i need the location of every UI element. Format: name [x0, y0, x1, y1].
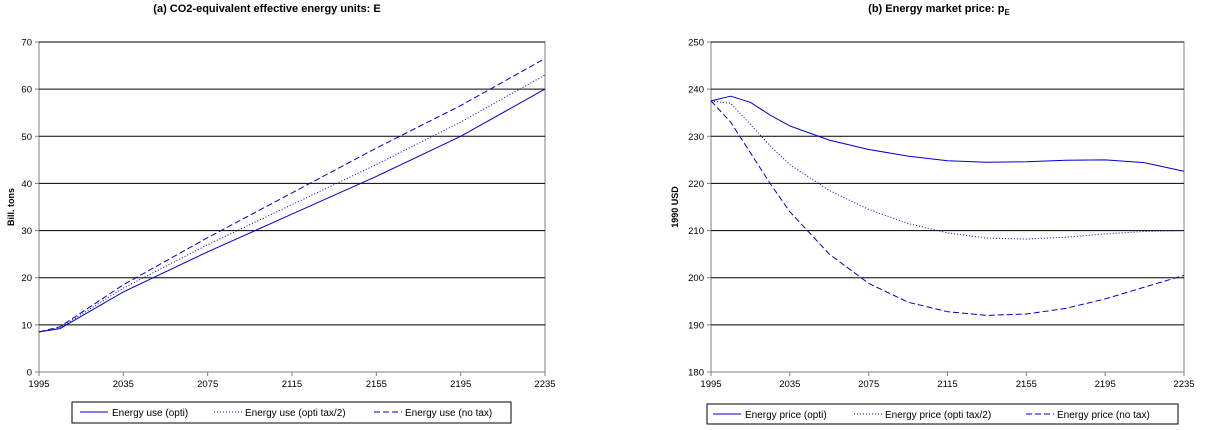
chart-a-legend-box [71, 401, 512, 424]
x-tick-label: 2035 [113, 379, 134, 390]
chart-b-title-subscript: E [1004, 8, 1010, 17]
x-tick-label: 2195 [450, 379, 471, 390]
x-tick-label: 2235 [534, 379, 555, 390]
y-tick-label: 60 [21, 85, 32, 96]
y-tick-label: 210 [688, 226, 704, 237]
y-tick-label: 20 [21, 273, 32, 284]
chart-b-gridlines [711, 41, 1184, 326]
series-line-3 [38, 58, 546, 333]
y-tick-label: 240 [688, 85, 704, 96]
chart-a-plot-area [38, 41, 546, 373]
y-tick-label: 70 [21, 38, 32, 49]
legend-label-energy-price-opti: Energy price (opti) [745, 410, 827, 421]
x-tick-label: 2235 [1173, 379, 1194, 390]
y-tick-label: 180 [688, 368, 704, 379]
chart-b-x-ticks: 1995 2035 2075 2115 2155 2195 2235 [700, 372, 1195, 390]
x-tick-label: 2035 [779, 379, 800, 390]
series-line-2 [38, 74, 546, 333]
chart-a-title: (a) CO2-equivalent effective energy unit… [153, 3, 380, 15]
series-line-3 [710, 100, 1185, 316]
chart-b-legend: Energy price (opti) Energy price (opti t… [706, 403, 1179, 425]
legend-label-energy-price-opti-tax2: Energy price (opti tax/2) [885, 410, 991, 421]
chart-b-title-main: (b) Energy market price: p [868, 3, 1005, 15]
chart-a: (a) CO2-equivalent effective energy unit… [6, 3, 556, 424]
y-tick-label: 200 [688, 273, 704, 284]
x-tick-label: 2075 [197, 379, 218, 390]
x-tick-label: 1995 [700, 379, 721, 390]
chart-a-legend: Energy use (opti) Energy use (opti tax/2… [71, 401, 512, 424]
y-tick-label: 50 [21, 132, 32, 143]
y-tick-label: 40 [21, 179, 32, 190]
y-tick-label: 190 [688, 320, 704, 331]
y-tick-label: 250 [688, 38, 704, 49]
y-tick-label: 230 [688, 132, 704, 143]
chart-a-y-axis-label: Bill. tons [6, 188, 16, 226]
x-tick-label: 2155 [366, 379, 387, 390]
legend-label-energy-use-opti-tax2: Energy use (opti tax/2) [245, 408, 346, 419]
chart-b: (b) Energy market price: pE 180 190 200 210… [670, 3, 1195, 425]
x-tick-label: 2115 [282, 379, 302, 390]
legend-label-energy-use-no-tax: Energy use (no tax) [405, 408, 492, 419]
chart-a-gridlines [39, 41, 545, 326]
chart-b-legend-box [706, 403, 1179, 425]
x-tick-label: 2075 [858, 379, 879, 390]
x-tick-label: 2155 [1016, 379, 1037, 390]
chart-a-series [38, 58, 546, 333]
y-tick-label: 30 [21, 226, 32, 237]
legend-label-energy-use-opti: Energy use (opti) [112, 408, 188, 419]
series-line-2 [710, 100, 1185, 240]
series-line-1 [710, 95, 1185, 172]
chart-a-y-ticks: 0 10 20 30 40 50 60 70 [21, 38, 39, 379]
chart-b-y-axis-label: 1990 USD [670, 186, 680, 228]
legend-label-energy-price-no-tax: Energy price (no tax) [1057, 410, 1150, 421]
y-tick-label: 10 [21, 320, 32, 331]
chart-b-plot-area [710, 41, 1185, 373]
y-tick-label: 0 [27, 368, 32, 379]
x-tick-label: 1995 [28, 379, 49, 390]
chart-a-x-ticks: 1995 2035 2075 2115 2155 2195 2235 [28, 372, 556, 390]
x-tick-label: 2195 [1095, 379, 1116, 390]
chart-b-series [710, 95, 1185, 316]
series-line-1 [38, 88, 546, 333]
x-tick-label: 2115 [937, 379, 957, 390]
chart-b-title: (b) Energy market price: pE [868, 3, 1010, 17]
y-tick-label: 220 [688, 179, 704, 190]
chart-b-y-ticks: 180 190 200 210 220 230 240 250 [688, 38, 711, 379]
